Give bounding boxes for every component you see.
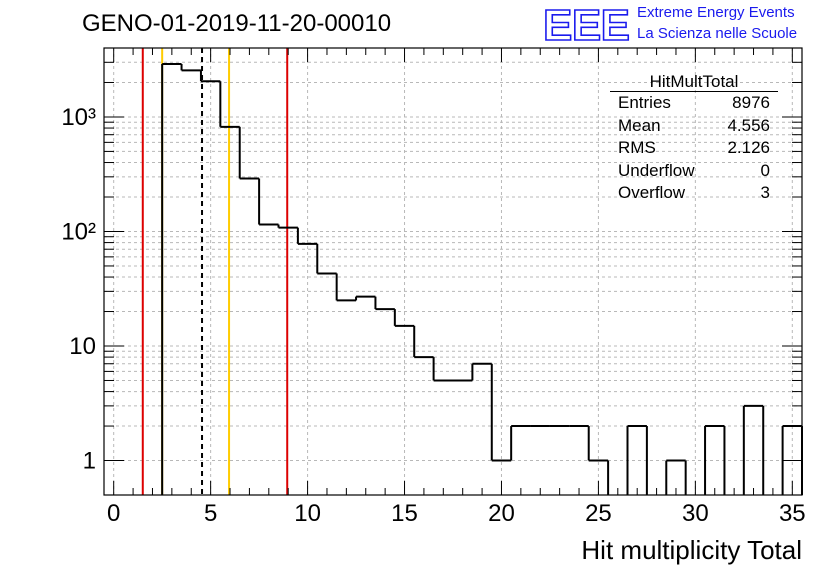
stats-title: HitMultTotal: [610, 72, 778, 92]
stats-value: 2.126: [727, 138, 770, 157]
y-tick-label: 10²: [61, 218, 96, 245]
plot-frame: [103, 47, 803, 496]
stats-label: Underflow: [618, 160, 695, 180]
stats-value: 8976: [732, 93, 770, 112]
stats-value: 0: [760, 160, 770, 180]
stats-row-mean: Mean 4.556: [610, 115, 778, 138]
stats-label: RMS: [618, 138, 656, 157]
x-tick-label: 10: [294, 500, 321, 527]
stats-label: Entries: [618, 93, 671, 112]
stats-value: 4.556: [727, 115, 770, 135]
x-tick-label: 25: [585, 500, 612, 527]
stats-row-overflow: Overflow 3: [610, 182, 778, 205]
stats-row-entries: Entries 8976: [610, 92, 778, 115]
stats-box: HitMultTotal Entries 8976 Mean 4.556 RMS…: [610, 72, 778, 205]
x-tick-label: 20: [488, 500, 515, 527]
x-axis-label: Hit multiplicity Total: [581, 535, 802, 565]
run-title: GENO-01-2019-11-20-00010: [82, 10, 392, 37]
y-tick-label: 1: [83, 448, 96, 475]
eee-logo-text: EEE: [543, 2, 631, 46]
y-tick-label: 10: [69, 333, 96, 360]
marker-lines: [141, 48, 289, 495]
y-tick-label: 10³: [61, 104, 96, 131]
stats-value: 3: [760, 183, 770, 202]
stats-row-underflow: Underflow 0: [610, 160, 778, 183]
logo-caption-line1: Extreme Energy Events: [637, 4, 795, 21]
logo-caption-line2: La Scienza nelle Scuole: [637, 25, 798, 42]
stats-label: Overflow: [618, 183, 686, 202]
stats-row-rms: RMS 2.126: [610, 137, 778, 160]
x-tick-label: 15: [391, 500, 418, 527]
x-tick-label: 35: [779, 500, 806, 527]
eee-logo-mark: EEE: [542, 2, 631, 46]
y-tick-labels: 1 10 10² 10³: [61, 104, 96, 475]
stats-label: Mean: [618, 115, 661, 135]
x-tick-label: 5: [204, 500, 217, 527]
histogram-outline: [161, 62, 803, 495]
x-tick-labels: 0 5 10 15 20 25 30 35: [107, 500, 806, 527]
x-tick-label: 30: [682, 500, 709, 527]
x-tick-label: 0: [107, 500, 120, 527]
